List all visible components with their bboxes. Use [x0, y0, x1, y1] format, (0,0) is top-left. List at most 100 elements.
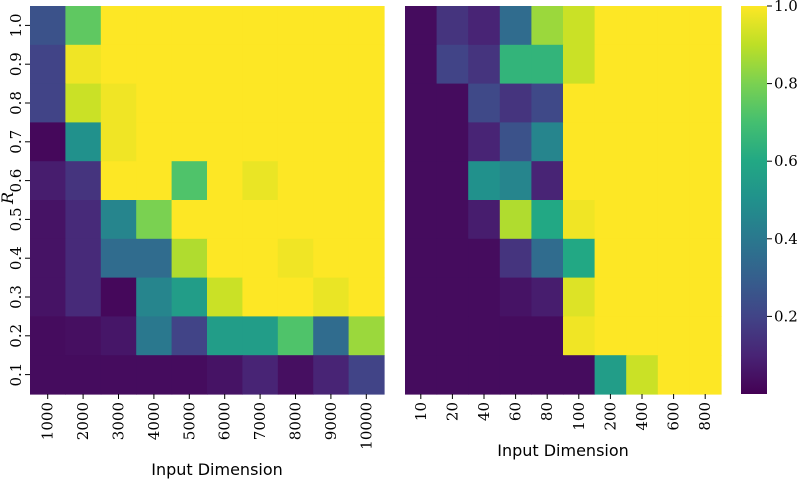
heatmap-cell — [594, 200, 627, 240]
heatmap-cell — [100, 122, 137, 162]
heatmap-cell — [171, 355, 208, 395]
x-tick-label: 9000 — [322, 402, 340, 440]
heatmap-cell — [207, 277, 243, 317]
heatmap-cell — [242, 277, 279, 317]
heatmap-cell — [436, 355, 469, 395]
heatmap-cell — [468, 161, 501, 201]
heatmap-cell — [242, 355, 279, 395]
heatmap-cell — [405, 6, 438, 46]
x-tick-label: 5000 — [180, 402, 198, 440]
heatmap-cell — [313, 122, 350, 162]
heatmap-cell — [100, 44, 137, 85]
heatmap-cell — [657, 83, 690, 123]
heatmap-cell — [277, 238, 314, 279]
heatmap-cell — [65, 200, 102, 240]
heatmap-left-x-ticks: 1000 2000 3000 4000 5000 6000 7000 8000 9000 1000… — [39, 394, 375, 450]
heatmap-cell — [277, 200, 314, 240]
x-tick-label: 20 — [443, 402, 461, 421]
heatmap-cell — [171, 161, 208, 201]
heatmap-cell — [207, 122, 243, 162]
heatmap-cell — [657, 238, 690, 279]
heatmap-cell — [30, 355, 66, 395]
colorbar-ticks: 0.2 0.4 0.6 0.8 1.0 — [767, 0, 797, 325]
heatmap-cell — [531, 355, 564, 395]
heatmap-cell — [594, 355, 627, 395]
heatmap-cell — [531, 316, 564, 356]
x-tick-label: 10 — [412, 402, 430, 421]
heatmap-cell — [626, 277, 659, 317]
heatmap-cell — [171, 44, 208, 85]
heatmap-cell — [657, 316, 690, 356]
heatmap-cell — [100, 238, 137, 279]
heatmap-cell — [30, 200, 66, 240]
heatmap-cell — [626, 161, 659, 201]
heatmap-cell — [499, 161, 532, 201]
heatmap-cell — [100, 161, 137, 201]
heatmap-cell — [468, 6, 501, 46]
heatmap-cell — [531, 238, 564, 279]
heatmap-cell — [626, 83, 659, 123]
heatmap-cell — [689, 238, 722, 279]
x-tick-label: 600 — [665, 402, 683, 431]
heatmap-cell — [563, 277, 596, 317]
x-tick-label: 400 — [633, 402, 651, 431]
heatmap-cell — [626, 238, 659, 279]
y-tick-label: 0.7 — [7, 130, 25, 154]
heatmap-cell — [171, 316, 208, 356]
heatmap-cell — [626, 122, 659, 162]
heatmap-cell — [30, 316, 66, 356]
heatmap-cell — [436, 122, 469, 162]
heatmap-cell — [242, 6, 279, 46]
heatmap-cell — [436, 277, 469, 317]
x-tick-label: 80 — [538, 402, 556, 421]
heatmap-cell — [313, 6, 350, 46]
heatmap-cell — [436, 161, 469, 201]
heatmap-right-cells — [405, 6, 722, 395]
x-tick-label: 8000 — [287, 402, 305, 440]
heatmap-cell — [499, 44, 532, 85]
y-tick-label: 0.2 — [7, 324, 25, 348]
heatmap-cell — [689, 316, 722, 356]
heatmap-cell — [499, 355, 532, 395]
heatmap-cell — [626, 316, 659, 356]
x-tick-label: 6000 — [216, 402, 234, 440]
heatmap-cell — [657, 122, 690, 162]
heatmap-cell — [242, 44, 279, 85]
heatmap-cell — [499, 6, 532, 46]
heatmap-cell — [468, 44, 501, 85]
heatmap-cell — [277, 122, 314, 162]
heatmap-cell — [100, 316, 137, 356]
heatmap-cell — [531, 83, 564, 123]
heatmap-cell — [313, 355, 350, 395]
heatmap-cell — [277, 316, 314, 356]
heatmap-cell — [171, 277, 208, 317]
heatmap-cell — [563, 355, 596, 395]
heatmap-cell — [563, 44, 596, 85]
heatmap-cell — [136, 355, 173, 395]
heatmap-cell — [499, 122, 532, 162]
heatmap-cell — [468, 83, 501, 123]
heatmap-cell — [30, 44, 66, 85]
heatmap-cell — [436, 6, 469, 46]
heatmap-cell — [65, 44, 102, 85]
heatmap-cell — [313, 83, 350, 123]
heatmap-cell — [348, 277, 385, 317]
heatmap-cell — [405, 277, 438, 317]
heatmap-cell — [277, 44, 314, 85]
heatmap-cell — [313, 316, 350, 356]
heatmap-cell — [405, 161, 438, 201]
heatmap-cell — [242, 316, 279, 356]
heatmap-cell — [657, 200, 690, 240]
x-axis-title-left: Input Dimension — [151, 460, 283, 479]
heatmap-cell — [136, 200, 173, 240]
x-axis-title-right: Input Dimension — [497, 441, 629, 460]
heatmap-cell — [405, 355, 438, 395]
heatmap-right-x-ticks: 10 20 40 60 80 100 200 400 600 800 — [412, 394, 714, 431]
heatmap-cell — [563, 161, 596, 201]
heatmap-cell — [436, 238, 469, 279]
heatmap-cell — [242, 161, 279, 201]
heatmap-cell — [468, 200, 501, 240]
heatmap-cell — [30, 277, 66, 317]
heatmap-cell — [594, 6, 627, 46]
heatmap-cell — [136, 316, 173, 356]
